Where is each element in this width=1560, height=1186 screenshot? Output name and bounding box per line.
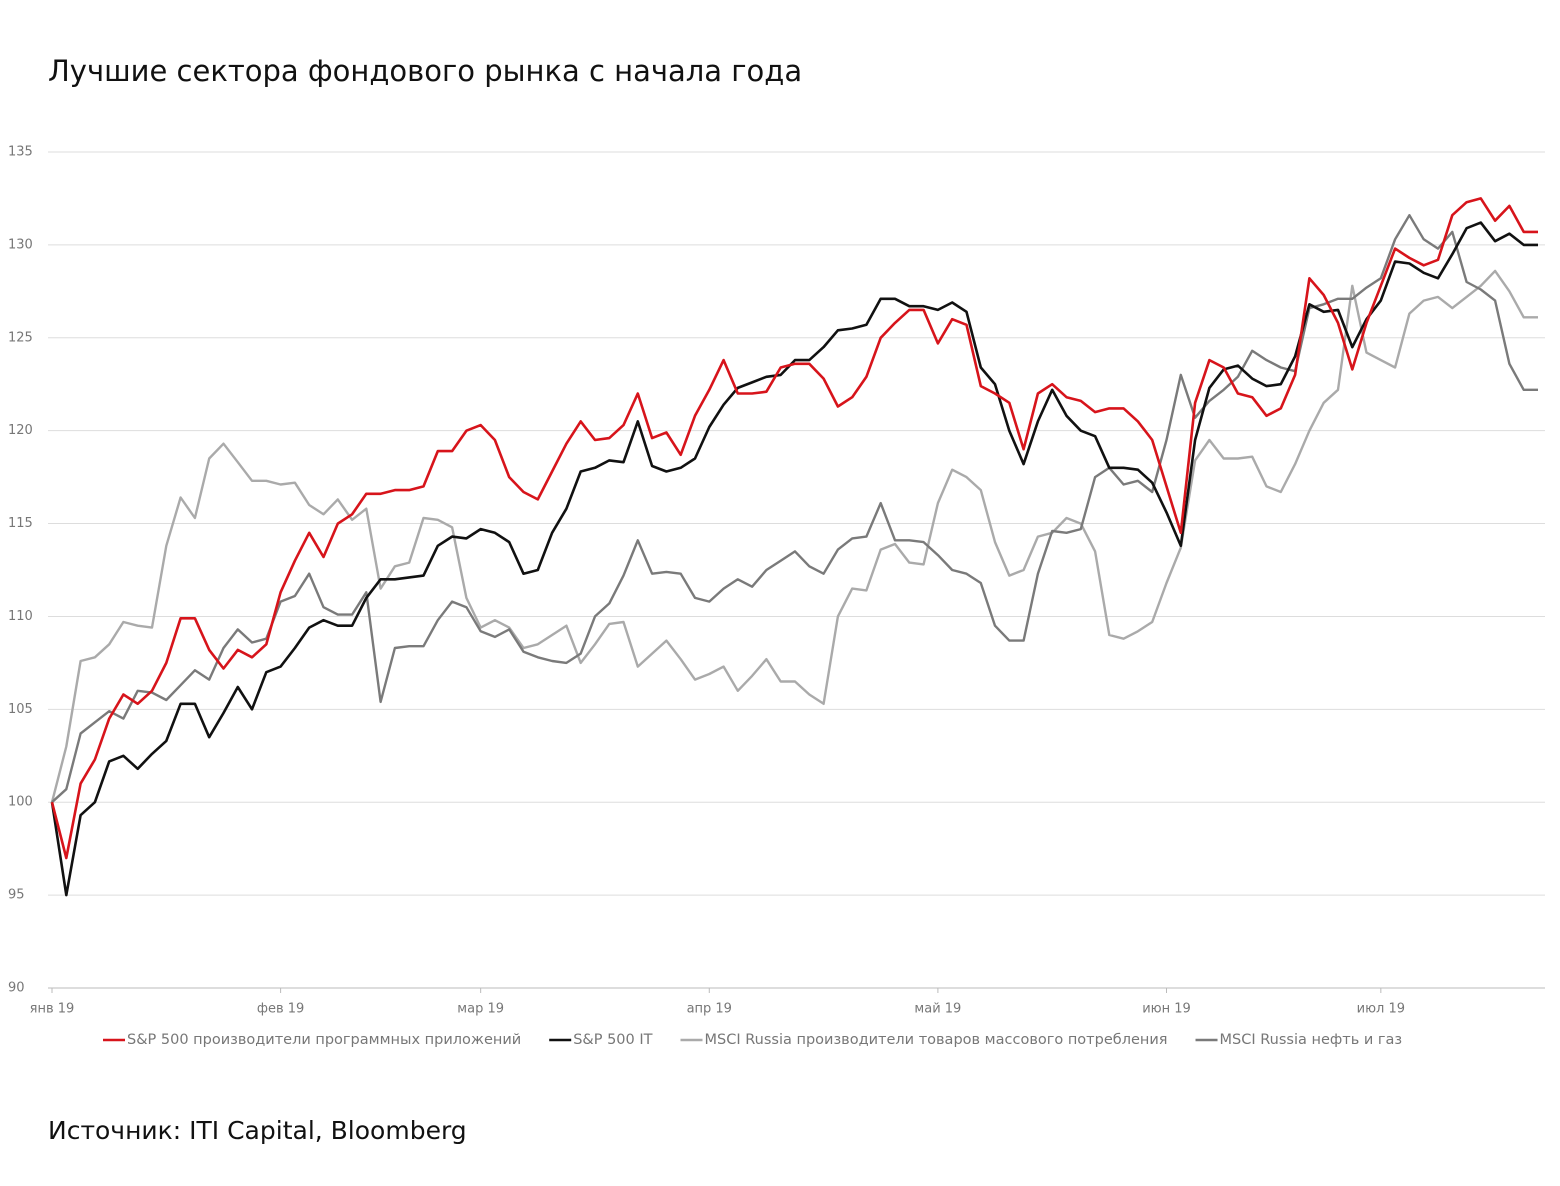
source: Источник: ITI Capital, Bloomberg [48, 1116, 467, 1145]
x-tick-label: май 19 [914, 1002, 961, 1017]
series-line [50, 197, 1538, 860]
x-tick-label: мар 19 [457, 1002, 504, 1017]
y-tick-label: 100 [8, 795, 33, 810]
y-tick-label: 125 [8, 330, 33, 345]
legend-label: MSCI Russia нефть и газ [1220, 1032, 1403, 1048]
x-tick-label: июн 19 [1142, 1002, 1191, 1017]
x-tick-label: янв 19 [30, 1002, 75, 1017]
legend-label: S&P 500 производители программных прилож… [127, 1032, 521, 1048]
legend-label: S&P 500 IT [573, 1032, 652, 1048]
y-tick-label: 120 [8, 423, 33, 438]
y-tick-label: 105 [8, 702, 33, 717]
series-line [51, 214, 1538, 804]
series-line [50, 221, 1538, 897]
y-tick-label: 90 [8, 981, 25, 996]
series-line [50, 269, 1538, 803]
legend-label: MSCI Russia производители товаров массов… [705, 1032, 1168, 1048]
y-tick-label: 130 [8, 237, 33, 252]
y-tick-label: 115 [8, 516, 33, 531]
x-tick-label: апр 19 [687, 1002, 732, 1017]
x-tick-label: июл 19 [1357, 1002, 1405, 1017]
y-tick-label: 110 [8, 609, 33, 624]
y-tick-label: 135 [8, 145, 33, 160]
x-tick-label: фев 19 [257, 1002, 304, 1017]
chart-title: Лучшие сектора фондового рынка с начала … [48, 54, 802, 88]
y-tick-label: 95 [8, 888, 25, 903]
